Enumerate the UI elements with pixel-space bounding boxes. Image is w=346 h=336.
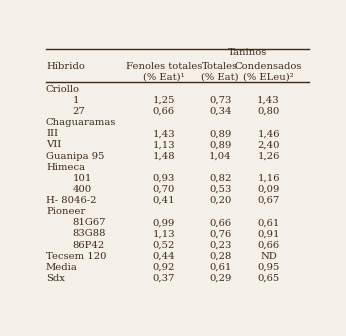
Text: VII: VII: [46, 140, 61, 150]
Text: ND: ND: [260, 252, 277, 261]
Text: 400: 400: [73, 185, 92, 194]
Text: 81G67: 81G67: [73, 218, 106, 227]
Text: Fenoles totales
(% Eat)¹: Fenoles totales (% Eat)¹: [126, 62, 202, 82]
Text: Himeca: Himeca: [46, 163, 85, 172]
Text: 0,66: 0,66: [209, 218, 231, 227]
Text: 1: 1: [73, 96, 79, 105]
Text: 0,95: 0,95: [257, 263, 280, 272]
Text: 0,37: 0,37: [153, 274, 175, 283]
Text: 0,61: 0,61: [209, 263, 231, 272]
Text: H- 8046-2: H- 8046-2: [46, 196, 97, 205]
Text: 2,40: 2,40: [257, 140, 280, 150]
Text: 1,04: 1,04: [209, 152, 231, 161]
Text: 83G88: 83G88: [73, 229, 106, 239]
Text: 86P42: 86P42: [73, 241, 105, 250]
Text: Sdx: Sdx: [46, 274, 65, 283]
Text: 0,67: 0,67: [257, 196, 280, 205]
Text: Media: Media: [46, 263, 78, 272]
Text: 0,29: 0,29: [209, 274, 231, 283]
Text: 0,89: 0,89: [209, 129, 231, 138]
Text: 0,23: 0,23: [209, 241, 231, 250]
Text: 0,09: 0,09: [257, 185, 280, 194]
Text: 0,65: 0,65: [257, 274, 280, 283]
Text: 0,82: 0,82: [209, 174, 231, 183]
Text: 0,89: 0,89: [209, 140, 231, 150]
Text: Guanipa 95: Guanipa 95: [46, 152, 104, 161]
Text: Totales
(% Eat): Totales (% Eat): [201, 62, 239, 82]
Text: Tecsem 120: Tecsem 120: [46, 252, 107, 261]
Text: Chaguaramas: Chaguaramas: [46, 118, 116, 127]
Text: 1,16: 1,16: [257, 174, 280, 183]
Text: 0,66: 0,66: [153, 107, 175, 116]
Text: 1,26: 1,26: [257, 152, 280, 161]
Text: Taninos: Taninos: [227, 48, 267, 57]
Text: 0,91: 0,91: [257, 229, 280, 239]
Text: 0,41: 0,41: [153, 196, 175, 205]
Text: 0,28: 0,28: [209, 252, 231, 261]
Text: 1,48: 1,48: [153, 152, 175, 161]
Text: Condensados
(% ELeu)²: Condensados (% ELeu)²: [235, 62, 302, 82]
Text: Pioneer: Pioneer: [46, 207, 85, 216]
Text: 1,43: 1,43: [153, 129, 175, 138]
Text: 0,80: 0,80: [257, 107, 280, 116]
Text: 0,76: 0,76: [209, 229, 231, 239]
Text: 1,25: 1,25: [153, 96, 175, 105]
Text: 0,20: 0,20: [209, 196, 231, 205]
Text: 0,66: 0,66: [257, 241, 280, 250]
Text: 0,93: 0,93: [153, 174, 175, 183]
Text: 27: 27: [73, 107, 85, 116]
Text: 0,53: 0,53: [209, 185, 231, 194]
Text: 0,70: 0,70: [153, 185, 175, 194]
Text: Híbrido: Híbrido: [46, 62, 85, 71]
Text: 1,46: 1,46: [257, 129, 280, 138]
Text: 1,13: 1,13: [153, 140, 175, 150]
Text: 0,34: 0,34: [209, 107, 231, 116]
Text: 0,44: 0,44: [153, 252, 175, 261]
Text: 1,13: 1,13: [153, 229, 175, 239]
Text: 1,43: 1,43: [257, 96, 280, 105]
Text: III: III: [46, 129, 58, 138]
Text: 0,73: 0,73: [209, 96, 231, 105]
Text: Criollo: Criollo: [46, 85, 80, 94]
Text: 0,99: 0,99: [153, 218, 175, 227]
Text: 0,52: 0,52: [153, 241, 175, 250]
Text: 101: 101: [73, 174, 92, 183]
Text: 0,61: 0,61: [257, 218, 280, 227]
Text: 0,92: 0,92: [153, 263, 175, 272]
